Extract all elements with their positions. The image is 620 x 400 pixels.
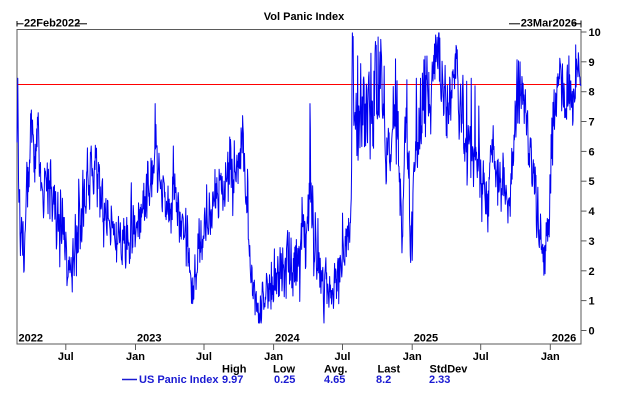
svg-text:Jan: Jan [126,351,145,363]
svg-text:22Feb2022: 22Feb2022 [24,18,80,30]
svg-text:Jan: Jan [403,351,422,363]
svg-text:0: 0 [589,326,595,338]
svg-text:2.33: 2.33 [429,374,450,386]
svg-text:9: 9 [589,57,595,69]
svg-text:2025: 2025 [414,333,438,345]
svg-text:Low: Low [273,364,295,376]
svg-text:0.25: 0.25 [274,374,295,386]
svg-text:Jul: Jul [58,351,74,363]
svg-text:US Panic Index: US Panic Index [139,374,219,386]
svg-text:Last: Last [378,364,401,376]
svg-text:Jan: Jan [541,351,560,363]
svg-text:7: 7 [589,117,595,129]
svg-text:Avg.: Avg. [324,364,347,376]
svg-text:Jul: Jul [473,351,489,363]
svg-text:2024: 2024 [275,333,300,345]
svg-text:2022: 2022 [19,333,43,345]
svg-text:1: 1 [589,296,595,308]
svg-text:3: 3 [589,236,595,248]
svg-text:2026: 2026 [552,333,576,345]
svg-text:Vol Panic Index: Vol Panic Index [264,11,345,23]
svg-text:10: 10 [589,27,601,39]
svg-text:2: 2 [589,266,595,278]
svg-text:High: High [222,364,247,376]
svg-text:5: 5 [589,176,595,188]
svg-text:StdDev: StdDev [430,364,469,376]
svg-text:8: 8 [589,87,595,99]
svg-text:23Mar2026: 23Mar2026 [521,18,577,30]
svg-text:9.97: 9.97 [222,374,243,386]
svg-text:4: 4 [589,206,596,218]
svg-text:Jul: Jul [335,351,351,363]
svg-text:4.65: 4.65 [324,374,345,386]
svg-text:Jan: Jan [264,351,283,363]
svg-text:6: 6 [589,146,595,158]
svg-text:8.2: 8.2 [376,374,391,386]
svg-text:Jul: Jul [196,351,212,363]
svg-text:2023: 2023 [137,333,161,345]
